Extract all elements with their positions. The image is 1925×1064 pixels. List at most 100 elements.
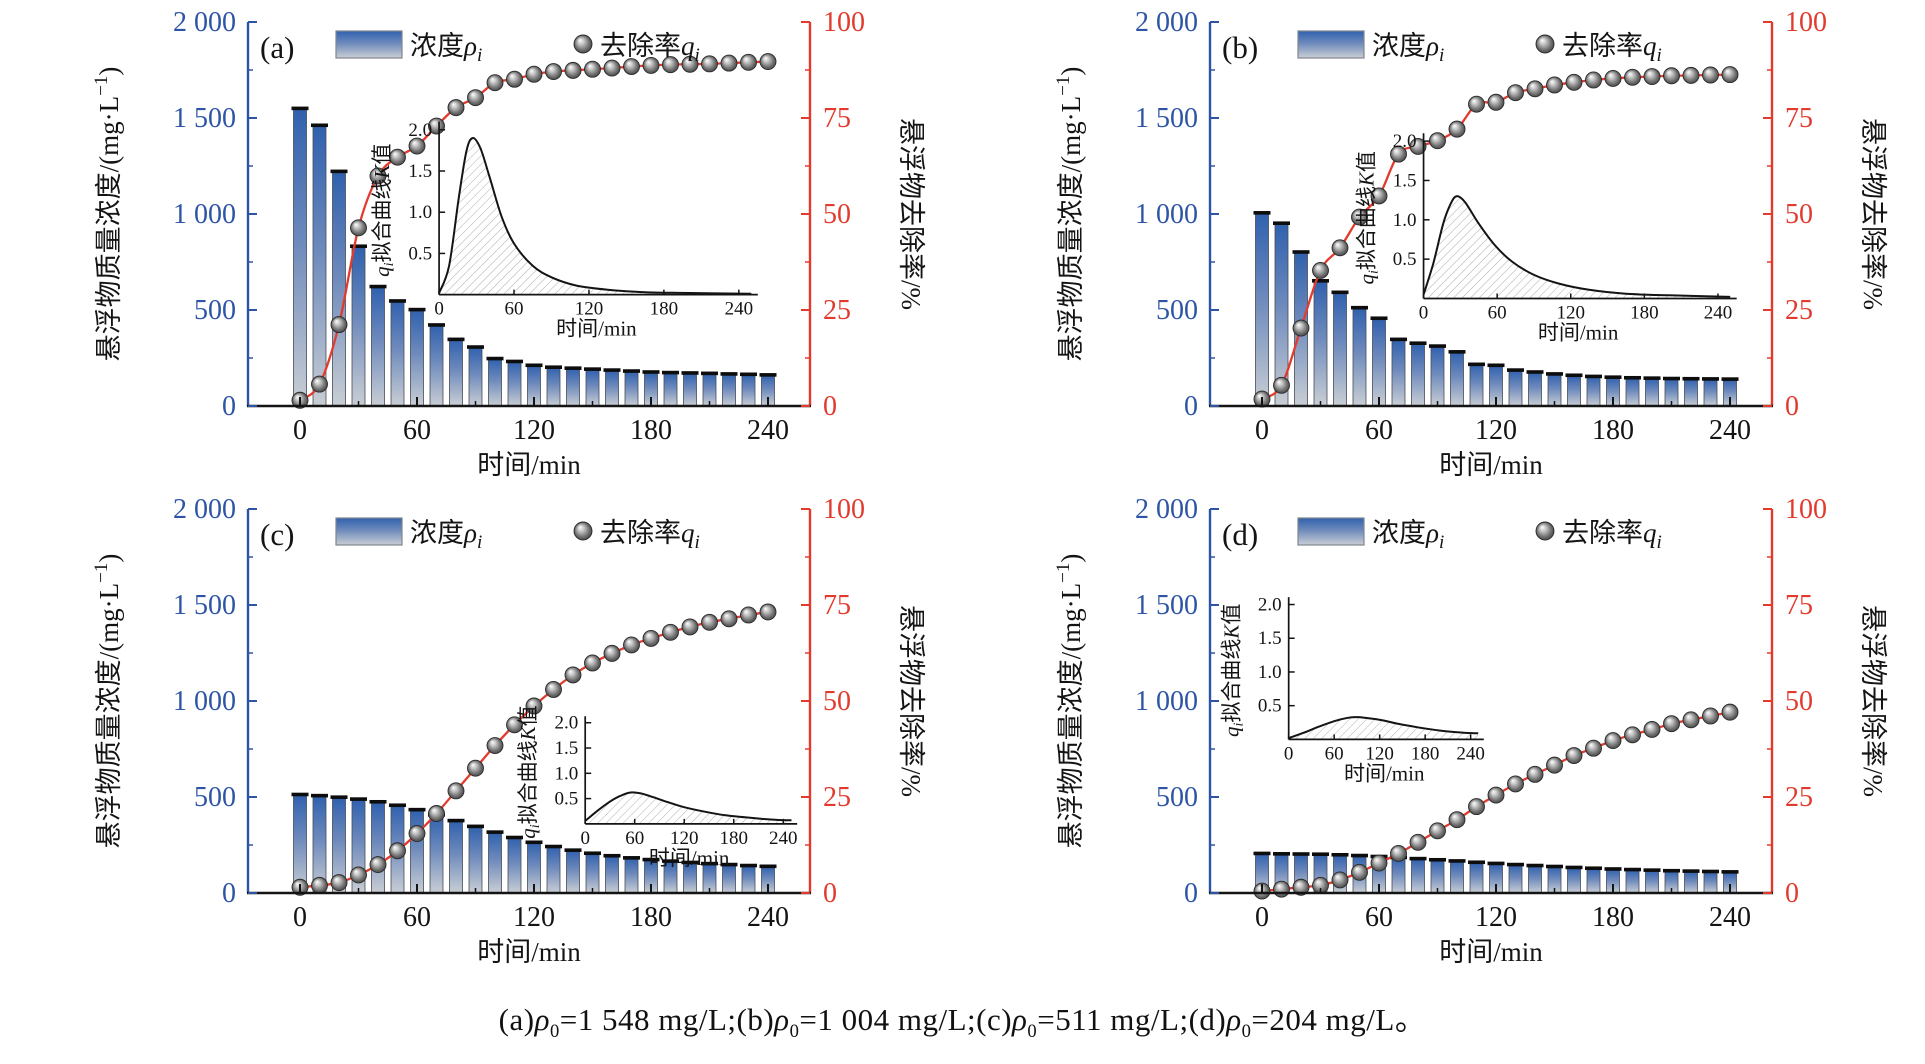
x-tick-label: 120 (1475, 415, 1517, 446)
concentration-bar (449, 339, 463, 407)
removal-points-group (1253, 66, 1739, 408)
bar-error-cap (1253, 851, 1271, 856)
removal-point (330, 316, 348, 334)
inset-y-tick-label: 1.0 (408, 202, 432, 223)
inset-y-tick-label: 0.5 (554, 789, 578, 810)
legend-removal-label: 去除率qi (600, 518, 700, 553)
right-tick-label: 100 (823, 494, 865, 525)
concentration-bar (566, 850, 580, 894)
inset-area (1423, 196, 1731, 299)
left-tick-label: 1 000 (1135, 199, 1198, 230)
caption-segment: 0 (549, 1021, 560, 1043)
concentration-bar (1450, 860, 1464, 894)
concentration-bar (351, 246, 366, 407)
concentration-bar (488, 358, 502, 407)
bar-error-cap (662, 859, 679, 863)
bar-error-cap (1643, 868, 1661, 872)
right-tick-label: 75 (1785, 103, 1813, 134)
inset-y-tick-label: 1.5 (554, 738, 578, 759)
concentration-bar (1450, 351, 1464, 407)
inset-x-tick-label: 180 (650, 299, 679, 320)
x-tick-label: 60 (1365, 902, 1393, 933)
left-tick-label: 1 000 (173, 686, 236, 717)
bar-error-cap (1273, 852, 1290, 856)
bar-error-cap (1351, 853, 1368, 858)
inset-x-tick-label: 0 (434, 299, 444, 320)
x-tick-label: 240 (1709, 415, 1751, 446)
right-tick-label: 0 (1785, 878, 1799, 909)
concentration-bar (449, 820, 463, 894)
x-tick-label: 240 (1709, 902, 1751, 933)
bar-error-cap (1409, 856, 1427, 861)
bar-error-cap (447, 337, 465, 342)
legend: 浓度ρi 去除率qi (335, 517, 700, 553)
bar-error-cap (1721, 870, 1739, 874)
bar-error-cap (681, 371, 699, 375)
removal-points-group (291, 53, 777, 409)
bar-error-cap (1448, 859, 1466, 863)
concentration-bar (507, 361, 522, 407)
removal-point (1370, 187, 1388, 205)
caption-segment: =511 mg/L; (1037, 1002, 1189, 1038)
inset-chart: 0.5 1.0 1.5 2.0 0 60 120 180 240 时间/min qi拟合曲线K值 (1220, 595, 1485, 786)
concentration-bar (1586, 376, 1601, 407)
inset-y-tick-label: 1.5 (1258, 628, 1282, 649)
legend-concentration-label: 浓度ρi (410, 31, 482, 66)
chart-svg-c: 0.51.01.52.00 60 120 180 240时间/minqi拟合曲线K值05… (91, 494, 926, 967)
removal-point (603, 644, 621, 662)
bar-error-cap (740, 372, 757, 377)
inset-area (1288, 717, 1479, 740)
removal-point (740, 606, 757, 624)
right-tick-label: 75 (823, 103, 851, 134)
removal-points-group (1253, 703, 1739, 900)
removal-point (545, 63, 562, 80)
removal-point (525, 65, 543, 83)
removal-point (1721, 703, 1739, 721)
right-tick-label: 25 (823, 295, 851, 326)
removal-point (369, 856, 387, 874)
caption-segment: ρ (534, 1002, 550, 1038)
removal-point (1331, 239, 1349, 257)
inset-x-tick-label: 0 (1284, 743, 1294, 764)
removal-point (1624, 68, 1641, 86)
right-axis-title: 悬浮物去除率/% (896, 605, 926, 797)
left-tick-label: 2 000 (1135, 7, 1198, 38)
caption-segment: (c) (976, 1002, 1013, 1038)
removal-point (1273, 376, 1290, 394)
bar-error-cap (1721, 377, 1739, 381)
concentration-bar (566, 368, 580, 407)
legend-concentration-label: 浓度ρi (410, 518, 482, 553)
legend-concentration-label: 浓度ρi (1372, 518, 1444, 553)
bar-error-cap (1292, 852, 1310, 856)
bar-error-cap (330, 169, 348, 174)
inset-x-tick-label: 180 (1411, 743, 1440, 764)
legend-concentration-label: 浓度ρi (1372, 31, 1444, 66)
concentration-bar (1645, 378, 1659, 407)
bar-error-cap (1663, 868, 1680, 873)
bar-error-cap (1624, 375, 1641, 380)
left-tick-label: 1 000 (1135, 686, 1198, 717)
legend: 浓度ρi 去除率qi (1297, 30, 1662, 66)
bar-error-cap (1292, 250, 1310, 254)
inset-y-axis-title: qi拟合曲线K值 (370, 143, 397, 276)
bar-error-cap (1253, 211, 1271, 215)
bar-error-cap (1682, 376, 1700, 381)
removal-point (720, 54, 738, 72)
inset-y-tick-label: 0.5 (1258, 696, 1282, 717)
inset-k-curve (438, 137, 752, 295)
removal-point (389, 148, 406, 166)
x-tick-label: 60 (1365, 415, 1393, 446)
removal-point (350, 219, 367, 237)
concentration-bar (507, 837, 522, 894)
bar-error-cap (603, 853, 621, 858)
bar-error-cap (486, 356, 504, 361)
removal-point (1663, 715, 1680, 733)
bar-error-cap (564, 848, 582, 852)
bar-error-cap (1331, 290, 1349, 295)
bar-error-cap (1624, 867, 1641, 872)
bar-error-cap (1643, 376, 1661, 380)
caption-segment: =204 mg/L。 (1251, 1002, 1427, 1038)
bar-error-cap (467, 824, 484, 829)
concentration-bar (1469, 862, 1484, 894)
concentration-bar (1625, 869, 1640, 894)
